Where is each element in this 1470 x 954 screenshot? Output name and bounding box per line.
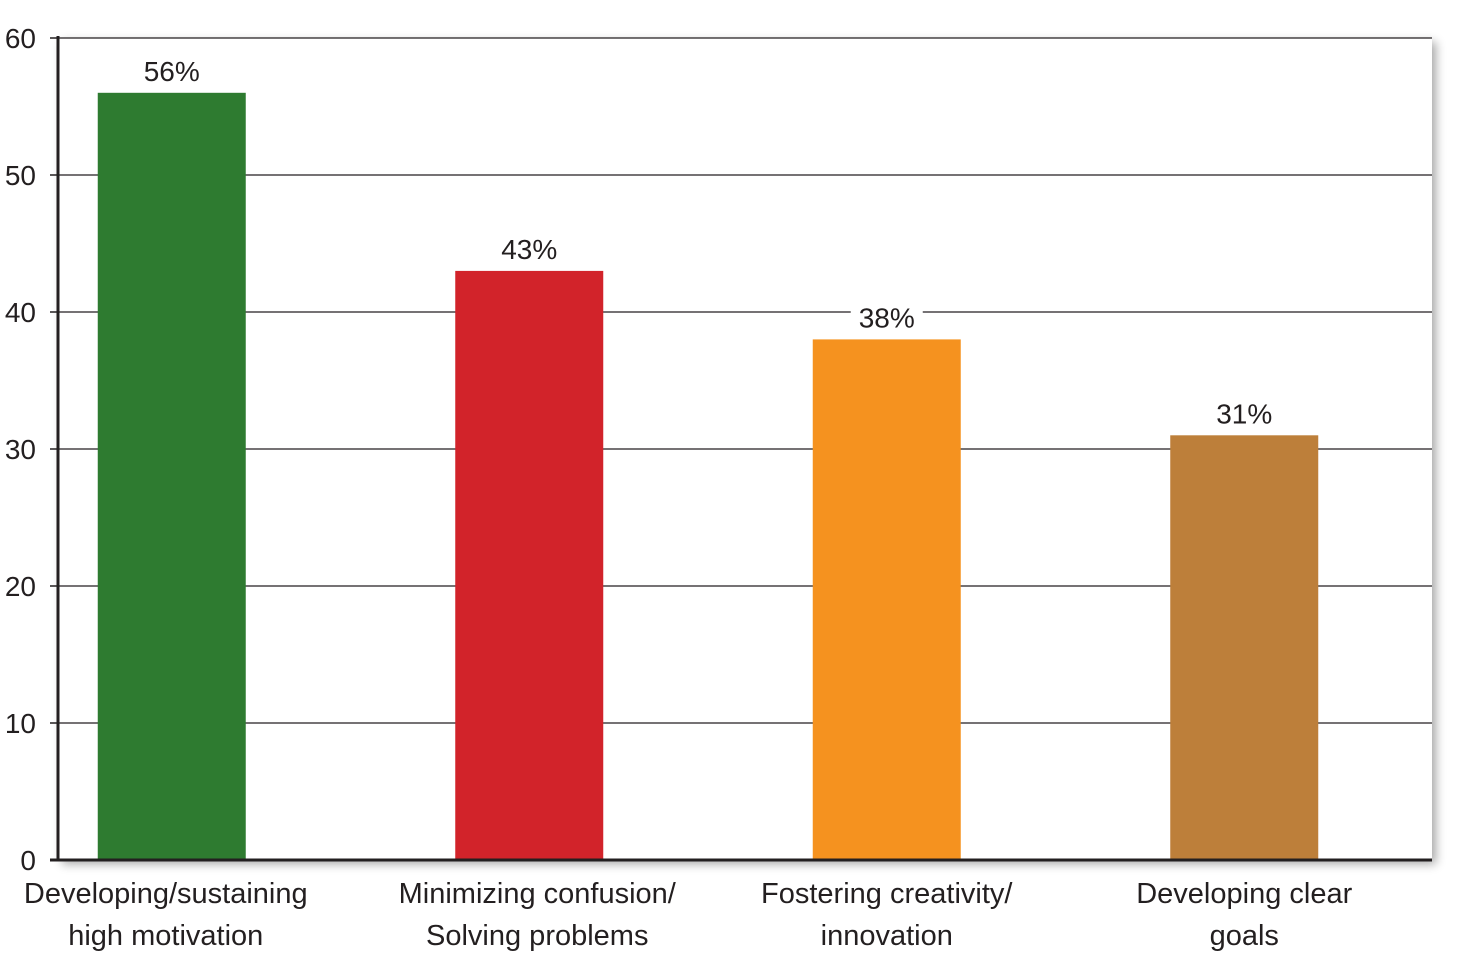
y-tick-label-30: 30 [5,434,36,465]
data-label-4: 31% [1216,398,1272,429]
bar-3 [812,339,961,860]
x-tick-label-4-line-2: goals [1210,920,1279,952]
x-tick-label-3-line-2: innovation [821,920,953,952]
y-tick-label-40: 40 [5,297,36,328]
bars [97,92,1319,861]
y-tick-label-60: 60 [5,23,36,54]
x-tick-label-3-line-1: Fostering creativity/ [761,878,1013,910]
gridlines [58,37,1432,724]
x-tick-label-4-line-1: Developing clear [1136,878,1352,910]
data-label-1: 56% [144,56,200,87]
data-label-2: 43% [501,234,557,265]
y-tick-label-20: 20 [5,571,36,602]
x-tick-label-2-line-2: Solving problems [426,920,648,952]
data-label-bg-4 [1208,397,1281,430]
bar-1 [97,92,246,861]
data-label-bg-2 [493,232,566,265]
bar-2 [455,270,604,860]
y-tick-label-10: 10 [5,708,36,739]
y-tick-label-0: 0 [20,845,36,876]
y-tick-label-50: 50 [5,160,36,191]
labels: 0 10 20 30 40 50 60 56% 43% 38% 31% Developing/sust… [5,23,1353,952]
x-tick-label-2-line-1: Minimizing confusion/ [399,878,677,910]
data-label-3: 38% [859,302,915,333]
bar-4 [1170,435,1319,860]
data-label-bg-1 [135,54,208,87]
x-tick-label-1-line-2: high motivation [68,920,263,952]
axes [50,36,1432,862]
data-label-bg-3 [850,301,923,334]
x-tick-label-1-line-1: Developing/sustaining [24,878,308,910]
